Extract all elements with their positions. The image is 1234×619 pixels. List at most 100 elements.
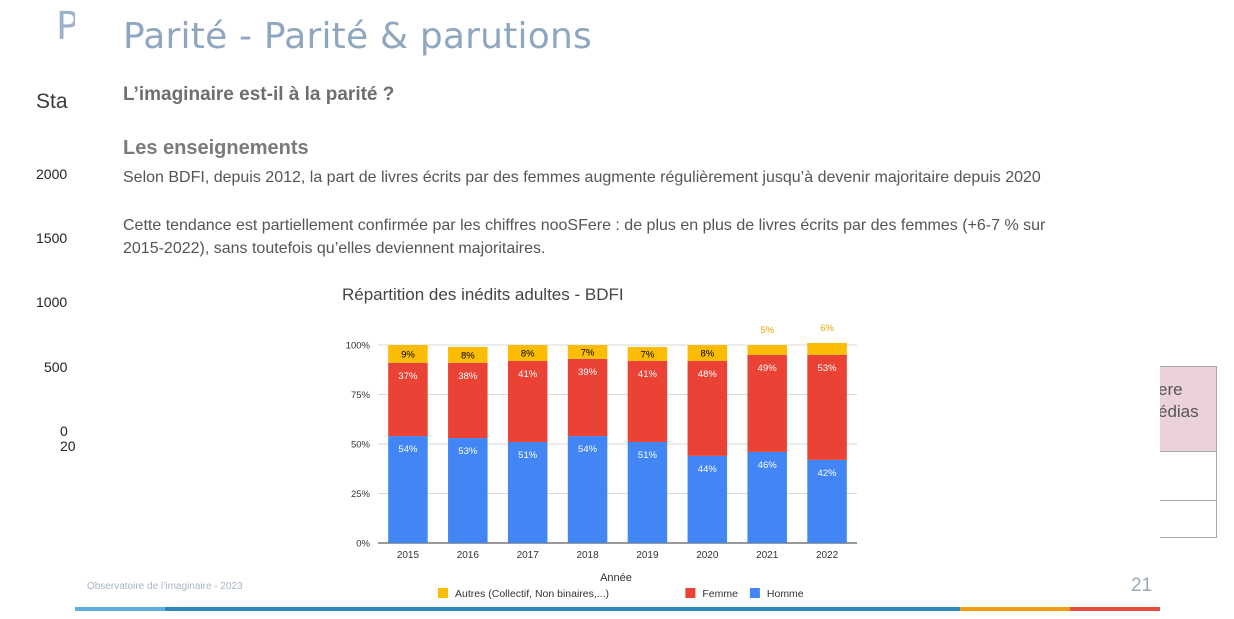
bar-segment: [807, 343, 847, 355]
bar-segment: [567, 436, 608, 543]
background-x-tick: 20: [60, 438, 76, 454]
legend-label: Femme: [702, 588, 738, 600]
chart-legend: Autres (Collectif, Non binaires,...) Femm…: [438, 588, 804, 600]
paragraph-bdfi: Selon BDFI, depuis 2012, la part de livr…: [123, 169, 1041, 186]
y-axis-ticks: 0% 25% 50% 75% 100%: [346, 341, 371, 550]
data-label: 38%: [458, 371, 478, 382]
bar-segment: [448, 346, 488, 363]
data-label: 53%: [818, 363, 838, 374]
footer-rule-segment: [75, 607, 165, 611]
background-y-tick: 1500: [36, 230, 68, 246]
x-tick-label: 2015: [397, 550, 420, 561]
y-tick-label: 25%: [351, 489, 371, 500]
bar-segment: [448, 438, 488, 543]
x-tick-label: 2021: [756, 550, 779, 561]
data-label: 7%: [641, 349, 655, 360]
y-tick-label: 50%: [351, 440, 371, 451]
bar-segment: [388, 345, 428, 363]
x-tick-label: 2022: [816, 550, 839, 561]
data-label: 49%: [758, 363, 778, 374]
bar-segment: [567, 345, 608, 359]
stacked-bar-chart: 0% 25% 50% 75% 100% 54% 37% 9% 53% 38% 8% 51% 41% 8%…: [346, 323, 857, 600]
bar-segment: [747, 345, 787, 355]
background-table-header: ere édias: [1158, 367, 1216, 452]
data-label: 39%: [578, 367, 598, 378]
bar-segment: [507, 360, 548, 443]
data-label: 44%: [698, 464, 718, 475]
x-tick-label: 2019: [636, 550, 659, 561]
background-table: ere édias: [1158, 366, 1217, 538]
background-y-tick: 2000: [36, 166, 68, 182]
data-label: 7%: [581, 347, 595, 358]
data-label: 54%: [398, 444, 418, 455]
x-tick-label: 2016: [457, 550, 480, 561]
section-heading: Les enseignements: [123, 137, 309, 159]
slide-question: L’imaginaire est-il à la parité ?: [123, 84, 395, 105]
data-label: 53%: [458, 446, 478, 457]
bar-segment: [388, 362, 428, 437]
data-label: 41%: [518, 369, 538, 380]
paragraph-noosfere-line-2: 2015-2022), sans toutefois qu’elles devi…: [123, 240, 546, 257]
bar-segment: [807, 459, 847, 543]
footer-rule-segment: [1070, 607, 1160, 611]
data-label: 41%: [638, 369, 658, 380]
footer-text: Observatoire de l’imaginaire - 2023: [87, 581, 243, 592]
chart-bars: 54% 37% 9% 53% 38% 8% 51% 41% 8% 54% 39% 7% 51% 41% 7%…: [388, 323, 847, 543]
data-label: 8%: [521, 348, 535, 359]
background-table-row: [1158, 452, 1216, 501]
background-slide-subtitle: Sta: [36, 90, 68, 113]
bar-segment: [687, 455, 728, 543]
data-label: 8%: [700, 348, 714, 359]
slide-title: Parité - Parité & parutions: [123, 16, 592, 57]
bar-segment: [627, 346, 668, 361]
paragraph-noosfere-line-1: Cette tendance est partiellement confirm…: [123, 217, 1046, 234]
background-slide-title: P: [56, 4, 79, 48]
bar-segment: [567, 358, 608, 437]
background-y-tick: 0: [60, 423, 68, 439]
data-label: 46%: [758, 460, 778, 471]
data-label: 8%: [461, 350, 475, 361]
page-number: 21: [1131, 575, 1153, 596]
bar-segment: [448, 362, 488, 439]
bar-segment: [627, 442, 668, 543]
footer-rule-segment: [960, 607, 1070, 611]
background-table-row: [1158, 501, 1216, 549]
data-label: 9%: [401, 349, 415, 360]
data-label: 48%: [698, 369, 718, 380]
legend-swatch: [438, 588, 448, 598]
bar-segment: [507, 345, 548, 361]
data-label: 5%: [760, 325, 774, 336]
bar-segment: [807, 354, 847, 460]
slide-panel: [75, 0, 1160, 600]
bar-segment: [627, 360, 668, 443]
legend-swatch: [685, 588, 696, 598]
x-axis-label: Année: [600, 572, 632, 584]
bar-segment: [507, 442, 548, 543]
background-y-tick: 1000: [36, 294, 68, 310]
data-label: 51%: [638, 450, 658, 461]
bar-segment: [388, 436, 428, 543]
x-tick-label: 2018: [576, 550, 599, 561]
data-label: 42%: [818, 468, 838, 479]
y-tick-label: 0%: [356, 539, 370, 550]
background-table-header-line: édias: [1158, 402, 1199, 421]
x-tick-label: 2020: [696, 550, 719, 561]
chart-title: Répartition des inédits adultes - BDFI: [342, 285, 624, 304]
legend-label: Autres (Collectif, Non binaires,...): [455, 588, 609, 600]
legend-swatch: [749, 588, 760, 598]
bar-segment: [747, 451, 787, 543]
background-y-tick: 500: [44, 359, 68, 375]
footer-rule-segment: [165, 607, 960, 611]
y-tick-label: 100%: [346, 341, 371, 352]
legend-label: Homme: [767, 588, 804, 600]
data-label: 51%: [518, 450, 538, 461]
x-tick-label: 2017: [517, 550, 540, 561]
data-label: 54%: [578, 444, 598, 455]
bar-segment: [687, 360, 728, 456]
x-axis-ticks: 2015 2016 2017 2018 2019 2020 2021 2022: [397, 550, 839, 561]
data-label: 37%: [398, 371, 418, 382]
bar-segment: [747, 354, 787, 452]
data-label: 6%: [820, 323, 834, 334]
bar-segment: [687, 345, 728, 361]
